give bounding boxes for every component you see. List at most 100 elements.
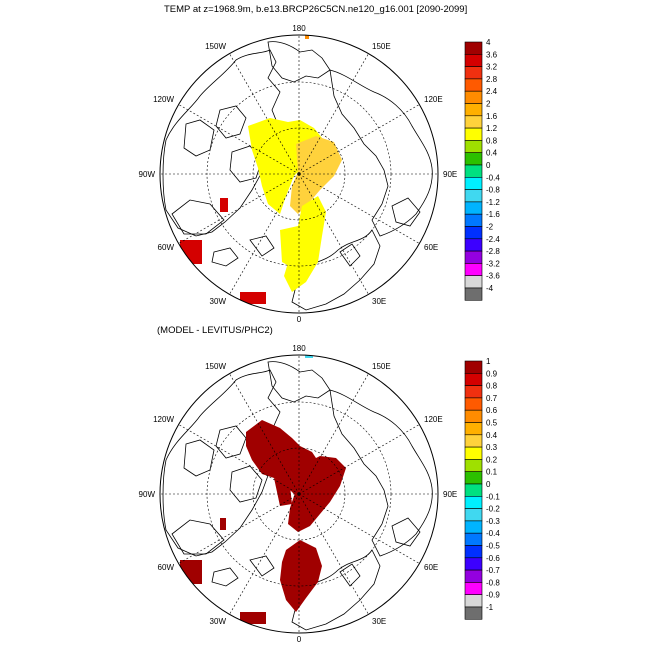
top-colorbar-label: 2.4 [486,87,498,96]
bottom-colorbar-label: -0.6 [486,554,500,563]
bottom-colorbar-label: 0.3 [486,443,498,452]
bottom-map-border [159,354,439,634]
bottom-lon-label: 60W [158,563,175,572]
top-colorbar-label: 3.2 [486,63,498,72]
bottom-colorbar-swatch [464,372,483,386]
top-colorbar-label: 3.6 [486,50,498,59]
bottom-colorbar-label: -0.1 [486,492,500,501]
bottom-colorbar-label: 0.5 [486,419,498,428]
bottom-colorbar-swatch [464,594,483,608]
top-colorbar-swatch [464,115,483,129]
bottom-colorbar-swatch [464,409,483,423]
bottom-colorbar-label: -1 [486,603,494,612]
bottom-map-title: (MODEL - LEVITUS/PHC2) [157,325,273,336]
bottom-colorbar-swatch [464,582,483,596]
bottom-colorbar-label: 1 [486,357,491,366]
top-colorbar-label: 2 [486,100,491,109]
top-field [180,35,342,304]
bottom-lon-label: 90W [139,490,156,499]
top-colorbar-label: -2.8 [486,247,500,256]
bottom-colorbar-label: -0.3 [486,517,500,526]
top-colorbar-label: -0.4 [486,173,500,182]
top-colorbar-swatch [464,103,483,117]
top-colorbar-swatch [464,164,483,178]
top-lon-label: 120W [153,95,174,104]
bottom-colorbar-swatch [464,397,483,411]
bottom-lon-label: 0 [297,635,302,644]
top-colorbar-swatch [464,127,483,141]
bottom-colorbar-label: 0.8 [486,382,498,391]
bottom-graticule [160,355,438,633]
bottom-colorbar-label: 0.9 [486,369,498,378]
top-colorbar-swatch [464,140,483,153]
top-lon-label: 30E [372,297,386,306]
top-colorbar-swatch [464,41,483,55]
bottom-colorbar-swatch [464,446,483,460]
top-colorbar-label: 1.2 [486,124,498,133]
bottom-lon-label: 120W [153,415,174,424]
top-longitude-labels: 180 150E 120E 90E 60E 30E 0 30W 60W 90W … [139,24,458,324]
bottom-colorbar-swatch [464,508,483,522]
top-colorbar-label: -1.2 [486,198,500,207]
bottom-colorbar-swatch [464,606,483,620]
top-colorbar-label: -4 [486,284,494,293]
top-graticule [160,35,438,313]
bottom-map-panel: (MODEL - LEVITUS/PHC2) [139,325,501,644]
bottom-colorbar-label: 0.4 [486,431,498,440]
bottom-colorbar-label: 0.2 [486,455,498,464]
top-colorbar-swatch [464,213,483,227]
bottom-colorbar-label: -0.7 [486,566,500,575]
top-colorbar-swatch [464,66,483,80]
bottom-lon-label: 150W [205,362,226,371]
top-lon-label: 0 [297,315,302,324]
bottom-lon-label: 30E [372,617,386,626]
bottom-colorbar-label: -0.9 [486,591,500,600]
top-map-border [159,34,439,314]
top-colorbar-label: 2.8 [486,75,498,84]
top-map-title: TEMP at z=1968.9m, b.e13.BRCP26C5CN.ne12… [164,4,467,15]
bottom-colorbar-swatch [464,471,483,485]
bottom-lon-label: 150E [372,362,391,371]
top-lon-label: 30W [210,297,227,306]
bottom-lon-label: 60E [424,563,438,572]
top-map-panel: TEMP at z=1968.9m, b.e13.BRCP26C5CN.ne12… [139,4,501,324]
top-lon-label: 120E [424,95,443,104]
top-colorbar-label: -2.4 [486,235,500,244]
bottom-colorbar: 1 0.9 0.8 0.7 0.6 0.5 0.4 0.3 0.2 0.1 0 -0.1 -0.2 -0.… [464,357,500,620]
bottom-colorbar-swatch [464,557,483,571]
bottom-lon-label: 90E [443,490,457,499]
bottom-colorbar-swatch [464,532,483,546]
top-colorbar-swatch [464,275,483,289]
top-colorbar-swatch [464,226,483,240]
top-colorbar-label: -3.2 [486,259,500,268]
top-colorbar-swatch [464,287,483,301]
bottom-colorbar-label: 0.6 [486,406,498,415]
top-colorbar-swatch [464,189,483,203]
bottom-lon-label: 180 [292,344,306,353]
top-lon-label: 150W [205,42,226,51]
top-lon-label: 90W [139,170,156,179]
bottom-colorbar-swatch [464,483,483,497]
top-lon-label: 150E [372,42,391,51]
top-colorbar: 4 3.6 3.2 2.8 2.4 2 1.6 1.2 0.8 0.4 0 -0.4 -0.8 -1.2 -… [464,38,500,301]
top-colorbar-label: 0 [486,161,491,170]
bottom-colorbar-swatch [464,569,483,583]
top-colorbar-swatch [464,78,483,92]
top-colorbar-label: -2 [486,223,494,232]
top-colorbar-label: 0.4 [486,149,498,158]
top-colorbar-swatch [464,152,483,166]
bottom-colorbar-swatch [464,459,483,472]
top-colorbar-swatch [464,90,483,104]
top-lon-label: 60E [424,243,438,252]
top-colorbar-label: 0.8 [486,136,498,145]
bottom-colorbar-label: 0 [486,480,491,489]
top-colorbar-label: -0.8 [486,186,500,195]
top-colorbar-swatch [464,263,483,276]
top-colorbar-swatch [464,250,483,264]
bottom-colorbar-swatch [464,520,483,534]
bottom-colorbar-label: -0.8 [486,578,500,587]
top-colorbar-label: -3.6 [486,272,500,281]
bottom-colorbar-label: -0.2 [486,505,500,514]
top-colorbar-label: 1.6 [486,112,498,121]
